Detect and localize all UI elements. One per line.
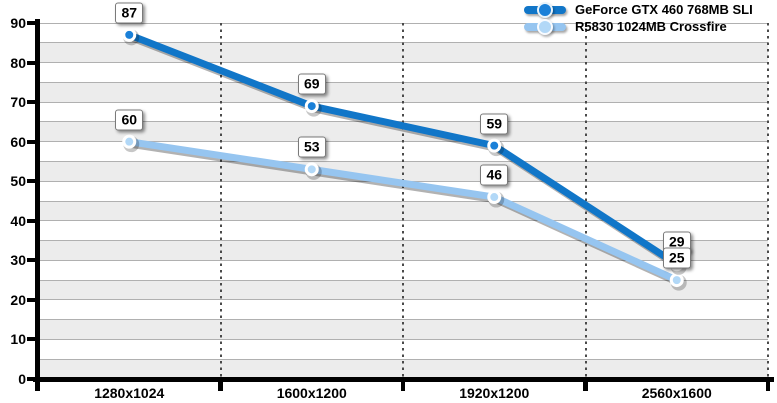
- y-axis-tick: [27, 377, 36, 381]
- y-axis-label: 70: [10, 94, 26, 111]
- data-value-label: 69: [297, 73, 326, 95]
- x-axis-tick: [218, 377, 223, 391]
- legend-label: GeForce GTX 460 768MB SLI: [575, 2, 753, 17]
- data-value-label: 60: [115, 109, 144, 131]
- x-axis-tick: [400, 377, 406, 391]
- y-axis-tick: [27, 218, 36, 223]
- legend-line-marker-icon: [524, 18, 566, 35]
- legend: GeForce GTX 460 768MB SLI R5830 1024MB C…: [524, 1, 753, 35]
- legend-line-marker-icon: [524, 1, 566, 18]
- data-value-label: 59: [480, 113, 509, 135]
- y-axis-label: 80: [10, 54, 26, 71]
- legend-label: R5830 1024MB Crossfire: [575, 19, 727, 34]
- y-axis-label: 60: [10, 133, 26, 150]
- data-value-label: 46: [480, 164, 509, 186]
- x-axis-label: 1600x1200: [276, 385, 347, 401]
- y-axis-label: 20: [10, 291, 26, 308]
- y-axis-tick: [27, 21, 36, 25]
- y-axis-tick: [27, 258, 36, 263]
- y-axis-tick: [27, 179, 36, 184]
- y-axis-tick: [27, 100, 36, 105]
- legend-dot-icon: [537, 1, 553, 18]
- data-value-label: 53: [297, 136, 326, 158]
- x-axis-label: 1280x1024: [94, 385, 165, 401]
- x-axis-tick: [35, 377, 41, 391]
- x-axis-label: 1920x1200: [459, 385, 530, 401]
- x-axis-tick: [765, 377, 771, 391]
- y-axis-label: 30: [10, 252, 26, 269]
- legend-item: R5830 1024MB Crossfire: [524, 18, 753, 35]
- y-axis-label: 10: [10, 331, 26, 348]
- data-value-label: 29: [662, 231, 691, 253]
- y-axis-label: 50: [10, 173, 26, 190]
- y-axis-tick: [27, 60, 36, 65]
- y-axis-label: 90: [10, 15, 26, 31]
- x-axis-label: 2560x1600: [641, 385, 712, 401]
- y-axis-tick: [27, 337, 36, 342]
- y-axis-tick: [27, 139, 36, 144]
- legend-item: GeForce GTX 460 768MB SLI: [524, 1, 753, 18]
- legend-dot-icon: [537, 18, 553, 35]
- category-boundary-dotted-line: [767, 23, 769, 379]
- data-value-label: 25: [662, 247, 691, 269]
- y-axis-tick: [27, 297, 36, 302]
- x-axis-tick: [583, 377, 588, 391]
- y-axis-line: [35, 19, 40, 391]
- y-axis-label: 0: [18, 371, 26, 387]
- data-value-label: 87: [115, 2, 144, 24]
- y-axis-label: 40: [10, 212, 26, 229]
